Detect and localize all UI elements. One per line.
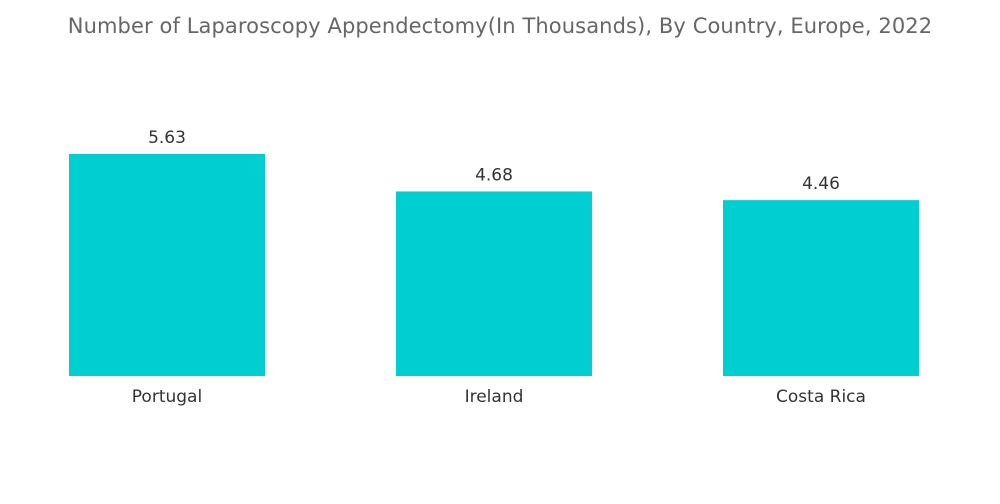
category-label-portugal: Portugal (132, 387, 202, 407)
bar-portugal (69, 154, 265, 376)
bar-ireland (396, 191, 592, 376)
category-label-ireland: Ireland (465, 387, 524, 407)
bar-costa-rica (723, 200, 919, 376)
data-label-portugal: 5.63 (148, 128, 186, 148)
data-label-ireland: 4.68 (475, 165, 513, 185)
category-label-costa-rica: Costa Rica (776, 387, 866, 407)
data-label-costa-rica: 4.46 (802, 174, 840, 194)
chart-title: Number of Laparoscopy Appendectomy(In Th… (67, 14, 933, 38)
